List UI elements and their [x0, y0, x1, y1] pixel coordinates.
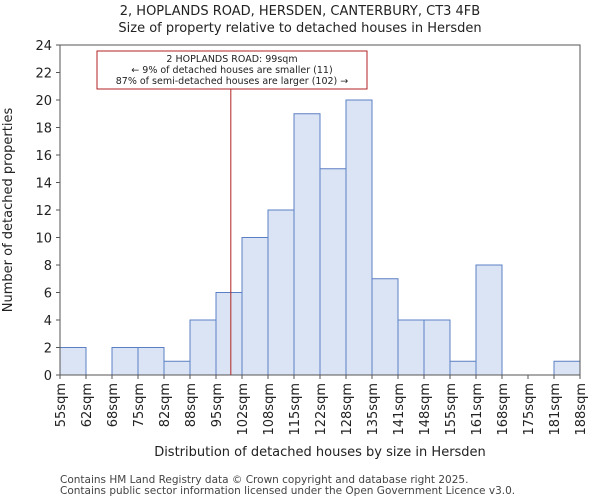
- bar-161sqm: [475, 264, 503, 376]
- x-tick-label: 128sqm: [340, 383, 355, 436]
- x-tick-label: 95sqm: [210, 383, 225, 427]
- bar-122sqm: [319, 168, 347, 376]
- x-axis-label: Distribution of detached houses by size …: [154, 445, 486, 460]
- x-tick-label: 175sqm: [522, 383, 537, 436]
- y-tick-label: 14: [35, 177, 52, 192]
- y-tick-label: 4: [44, 314, 52, 329]
- x-tick-label: 62sqm: [80, 383, 95, 427]
- bar-55sqm: [59, 347, 87, 376]
- footer-line-2: Contains public sector information licen…: [60, 485, 515, 497]
- annotation-line-1: 2 HOPLANDS ROAD: 99sqm: [166, 54, 297, 65]
- y-tick-label: 10: [35, 232, 52, 247]
- bar-95sqm: [215, 292, 243, 376]
- footer-line-1: Contains HM Land Registry data © Crown c…: [60, 474, 468, 486]
- y-tick-label: 6: [44, 287, 52, 302]
- y-tick-label: 16: [35, 149, 52, 164]
- annotation-line-3: 87% of semi-detached houses are larger (…: [116, 76, 349, 87]
- y-tick-label: 22: [35, 67, 52, 82]
- x-tick-label: 55sqm: [54, 383, 69, 427]
- y-tick-label: 24: [35, 39, 52, 54]
- bar-88sqm: [189, 319, 217, 376]
- chart-title-line-2: Size of property relative to detached ho…: [118, 21, 481, 36]
- bar-128sqm: [345, 99, 373, 376]
- x-tick-label: 168sqm: [496, 383, 511, 436]
- x-ticks: 55sqm 62sqm 68sqm 75sqm 82sqm 88sqm 95sqm 102sq…: [54, 375, 589, 436]
- x-tick-label: 75sqm: [132, 383, 147, 427]
- x-tick-label: 115sqm: [288, 383, 303, 436]
- plot-frame: [59, 44, 581, 376]
- x-tick-label: 181sqm: [548, 383, 563, 436]
- bar-75sqm: [137, 347, 165, 376]
- bar-148sqm: [423, 319, 451, 376]
- x-tick-label: 68sqm: [106, 383, 121, 427]
- annotation-box: 2 HOPLANDS ROAD: 99sqm ← 9% of detached …: [96, 50, 368, 90]
- x-tick-label: 122sqm: [314, 383, 329, 436]
- annotation-frame: [96, 50, 368, 90]
- x-tick-label: 188sqm: [574, 383, 589, 436]
- y-tick-label: 12: [35, 204, 52, 219]
- bars-group: [59, 99, 581, 376]
- y-tick-label: 0: [44, 369, 52, 384]
- x-tick-label: 135sqm: [366, 383, 381, 436]
- bar-141sqm: [397, 319, 425, 376]
- x-tick-label: 155sqm: [444, 383, 459, 436]
- y-tick-label: 8: [44, 259, 52, 274]
- bar-135sqm: [371, 278, 399, 376]
- x-tick-label: 82sqm: [158, 383, 173, 427]
- annotation-line-2: ← 9% of detached houses are smaller (11): [131, 65, 332, 76]
- chart-title-line-1: 2, HOPLANDS ROAD, HERSDEN, CANTERBURY, C…: [120, 4, 480, 19]
- x-tick-label: 161sqm: [470, 383, 485, 436]
- x-tick-label: 88sqm: [184, 383, 199, 427]
- bar-115sqm: [293, 113, 321, 376]
- y-tick-label: 20: [35, 94, 52, 109]
- bar-102sqm: [241, 237, 269, 376]
- y-axis-label: Number of detached properties: [1, 108, 16, 313]
- bar-108sqm: [267, 209, 295, 376]
- y-tick-label: 18: [35, 122, 52, 137]
- bar-155sqm: [449, 360, 477, 376]
- bar-68sqm: [111, 347, 139, 376]
- bar-82sqm: [163, 360, 191, 376]
- x-tick-label: 102sqm: [236, 383, 251, 436]
- x-tick-label: 148sqm: [418, 383, 433, 436]
- x-tick-label: 141sqm: [392, 383, 407, 436]
- bar-181sqm: [553, 360, 581, 376]
- y-tick-label: 2: [44, 342, 52, 357]
- x-tick-label: 108sqm: [262, 383, 277, 436]
